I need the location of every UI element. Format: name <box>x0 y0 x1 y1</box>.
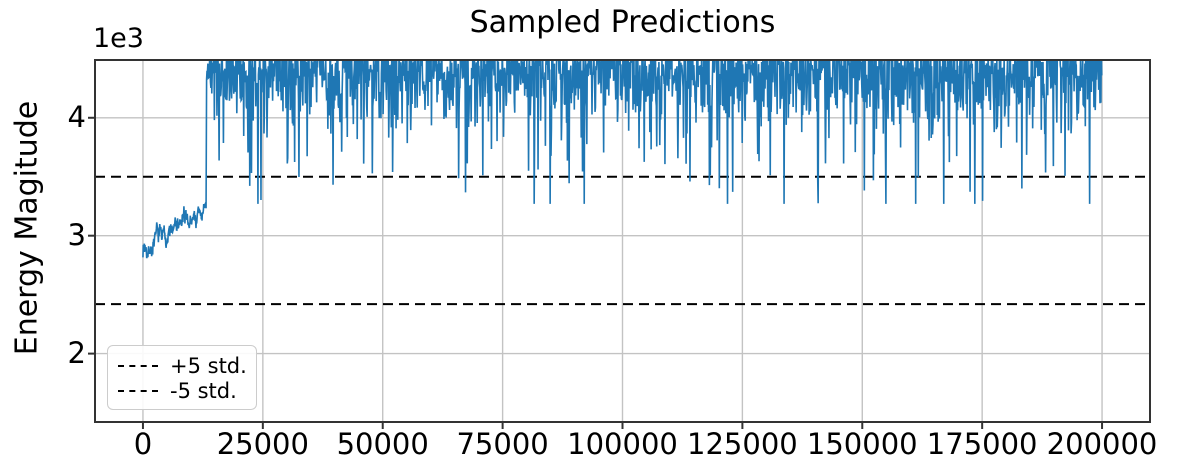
legend-entry: -5 std. <box>118 378 246 403</box>
axes-spines <box>94 59 1151 423</box>
legend-entry: +5 std. <box>118 353 247 378</box>
legend: +5 std. -5 std. <box>107 345 257 410</box>
x-tick-label: 100000 <box>567 427 678 460</box>
dashed-line-icon <box>118 364 158 367</box>
x-tick-label: 75000 <box>456 427 549 460</box>
legend-entry-label: +5 std. <box>170 353 247 378</box>
y-tick-label: 3 <box>67 218 86 253</box>
x-tick-label: 175000 <box>926 427 1038 460</box>
x-tick-label: 150000 <box>806 427 918 460</box>
series-layer <box>142 60 1103 259</box>
tick-layer <box>88 116 1104 429</box>
x-tick-label: 0 <box>133 427 153 460</box>
prediction-series-line <box>142 60 1103 259</box>
x-tick-label: 25000 <box>216 427 309 460</box>
legend-entry-label: -5 std. <box>170 378 237 403</box>
x-tick-label: 50000 <box>336 427 429 460</box>
x-tick-label: 200000 <box>1046 427 1158 460</box>
y-tick-label: 2 <box>67 336 86 371</box>
x-tick-label: 125000 <box>687 427 798 460</box>
y-axis-offset-label: 1e3 <box>93 23 144 54</box>
chart-title: Sampled Predictions <box>469 5 776 40</box>
y-tick-label: 4 <box>67 100 86 135</box>
dashed-line-icon <box>118 389 158 392</box>
